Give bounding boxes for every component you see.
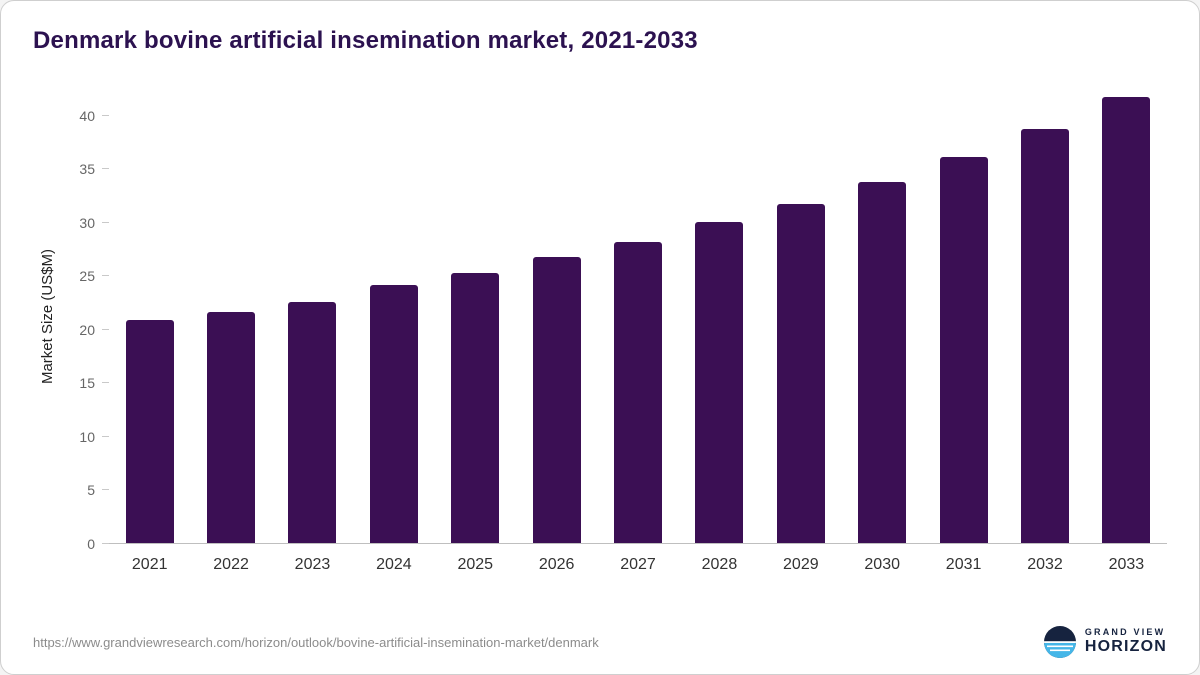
x-tick-label: 2032	[1027, 556, 1063, 573]
y-axis-title-column: Market Size (US$M)	[33, 89, 61, 544]
x-tick-label: 2027	[620, 556, 656, 573]
brand-name-top: GRAND VIEW	[1084, 627, 1166, 638]
bar-2026	[532, 257, 581, 543]
y-tick-mark	[102, 221, 109, 223]
bar-2021	[125, 320, 174, 543]
bar-slot: 2033	[1085, 89, 1168, 574]
bar-2028	[695, 221, 744, 543]
bar-slot: 2031	[922, 89, 1005, 574]
bar-2023	[288, 302, 337, 543]
bar-slot: 2032	[1004, 89, 1086, 574]
y-tick-label: 35	[79, 161, 95, 178]
x-tick-label: 2025	[457, 556, 494, 573]
y-tick-label: 40	[79, 107, 95, 124]
bar-slot: 2029	[760, 89, 842, 574]
bar-slot: 2023	[271, 89, 354, 574]
bar-area	[841, 89, 923, 544]
source-url: https://www.grandviewresearch.com/horizo…	[33, 634, 599, 650]
x-tick-label: 2030	[864, 556, 900, 573]
bar-area	[353, 89, 435, 544]
x-tick-label: 2026	[538, 556, 575, 573]
bar-2024	[369, 285, 418, 543]
bar-area	[1085, 89, 1168, 544]
horizon-logo-icon	[1043, 626, 1076, 658]
bar-slot: 2027	[597, 89, 679, 574]
bar-area	[678, 89, 761, 544]
y-tick-mark	[102, 543, 109, 544]
y-tick-mark	[102, 168, 109, 170]
bar-slot: 2026	[515, 89, 598, 574]
bar-area	[515, 89, 598, 544]
bar-2029	[776, 203, 825, 543]
bar-area	[434, 89, 516, 544]
bar-area	[190, 89, 272, 544]
bar-2031	[939, 156, 988, 543]
bar-2027	[614, 242, 663, 543]
x-tick-label: 2033	[1108, 556, 1145, 573]
y-tick-label: 25	[79, 268, 95, 285]
x-tick-label: 2023	[294, 556, 331, 573]
y-tick-label: 30	[79, 214, 95, 231]
footer: https://www.grandviewresearch.com/horizo…	[33, 626, 1167, 658]
y-axis-title: Market Size (US$M)	[38, 248, 56, 385]
y-tick-mark	[102, 435, 109, 437]
chart-area: Market Size (US$M) 0 5 10 15 20 25 30 35 40 2021…	[33, 89, 1168, 574]
y-tick-mark	[102, 275, 109, 277]
bar-slot: 2024	[353, 89, 435, 574]
y-tick-label: 0	[87, 536, 95, 552]
y-tick-mark	[102, 114, 109, 116]
x-tick-label: 2029	[783, 556, 819, 573]
bar-slot: 2021	[109, 89, 191, 574]
x-tick-label: 2031	[945, 556, 982, 573]
y-tick-mark	[102, 328, 109, 330]
bar-area	[922, 89, 1005, 544]
x-tick-label: 2024	[376, 556, 412, 573]
bar-slot: 2025	[434, 89, 516, 574]
x-tick-label: 2028	[701, 556, 738, 573]
bar-area	[109, 89, 191, 544]
brand-name-bottom: HORIZON	[1084, 638, 1167, 656]
brand-logo: GRAND VIEW HORIZON	[1043, 626, 1167, 658]
bar-area	[760, 89, 842, 544]
bar-2025	[451, 273, 500, 543]
x-tick-label: 2022	[213, 556, 249, 573]
brand-text: GRAND VIEW HORIZON	[1084, 627, 1167, 656]
bar-2030	[858, 182, 907, 543]
bar-area	[597, 89, 679, 544]
bar-slot: 2022	[190, 89, 272, 574]
y-tick-mark	[102, 382, 109, 384]
bar-area	[271, 89, 354, 544]
bar-2022	[207, 311, 256, 543]
bar-slot: 2028	[678, 89, 761, 574]
x-tick-label: 2021	[131, 556, 168, 573]
bar-slot: 2030	[841, 89, 923, 574]
bar-2032	[1020, 128, 1069, 543]
y-tick-mark	[102, 489, 109, 491]
y-tick-label: 15	[79, 375, 95, 392]
y-tick-label: 20	[79, 321, 95, 338]
y-tick-label: 5	[87, 482, 95, 499]
plot-area: 2021 2022 2023 2024 2025 2026 2027 2028 2029 2030…	[109, 89, 1168, 574]
y-axis: 0 5 10 15 20 25 30 35 40	[61, 89, 109, 552]
bar-area	[1004, 89, 1086, 544]
chart-title: Denmark bovine artificial insemination m…	[33, 27, 698, 54]
bars-row: 2021 2022 2023 2024 2025 2026 2027 2028 2029 2030…	[109, 89, 1168, 574]
y-tick-label: 10	[79, 428, 95, 445]
bar-2033	[1102, 96, 1151, 543]
